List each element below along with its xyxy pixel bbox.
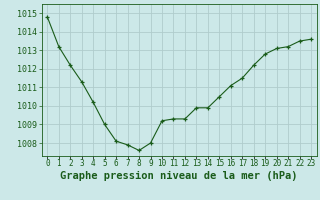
X-axis label: Graphe pression niveau de la mer (hPa): Graphe pression niveau de la mer (hPa)	[60, 171, 298, 181]
